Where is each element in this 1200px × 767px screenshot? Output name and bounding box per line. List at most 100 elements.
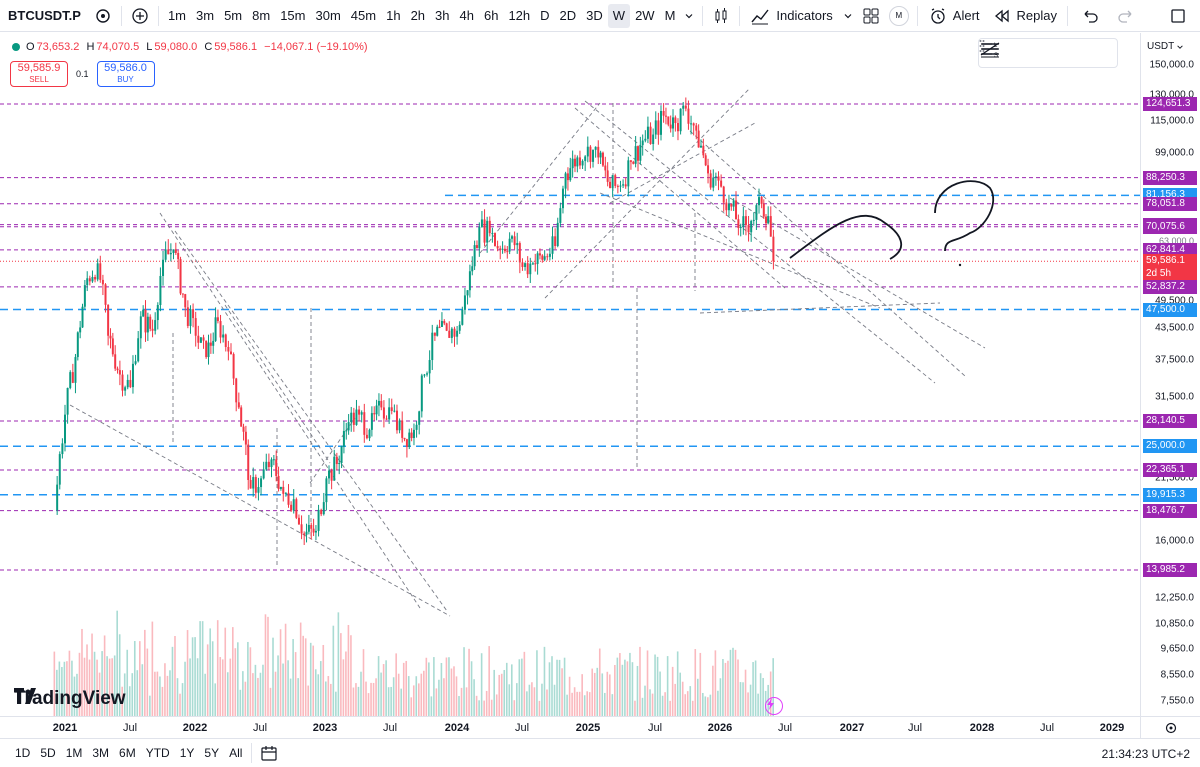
trend-line-drawing[interactable] <box>599 192 881 309</box>
replay-button[interactable]: Replay <box>986 0 1063 32</box>
timeframe-1m[interactable]: 1m <box>167 8 187 23</box>
timeframe-5m[interactable]: 5m <box>224 8 243 23</box>
timeframe-1h[interactable]: 1h <box>386 8 401 23</box>
candle-body <box>107 304 110 336</box>
layouts-icon[interactable] <box>857 0 885 32</box>
alert-button[interactable]: Alert <box>922 0 986 32</box>
freehand-question-drawing[interactable] <box>934 180 995 252</box>
range-all[interactable]: All <box>229 746 243 760</box>
timeframe-d[interactable]: D <box>540 8 550 23</box>
axis-settings[interactable] <box>1140 716 1200 738</box>
volume-bar <box>490 699 493 716</box>
candles-type-icon[interactable] <box>707 0 735 32</box>
freehand-curve-drawing[interactable] <box>789 214 903 260</box>
buy-button[interactable]: 59,586.0 BUY <box>96 61 155 87</box>
undo-icon[interactable] <box>1072 0 1108 32</box>
candle-body <box>436 326 439 336</box>
trend-line-drawing[interactable] <box>159 212 421 609</box>
volume-bar <box>307 685 310 716</box>
range-1m[interactable]: 1M <box>65 746 83 760</box>
range-5y[interactable]: 5Y <box>204 746 220 760</box>
range-3m[interactable]: 3M <box>92 746 110 760</box>
symbol-search[interactable]: BTCUSDT.P <box>8 8 81 23</box>
volume-bar <box>68 650 71 716</box>
candle-body <box>287 492 290 505</box>
trend-line-drawing[interactable] <box>609 122 756 204</box>
trend-line-drawing[interactable] <box>309 417 356 484</box>
volume-bar <box>226 672 229 716</box>
trend-line-drawing[interactable] <box>224 304 331 464</box>
candle-body <box>312 528 315 533</box>
timeframe-3d[interactable]: 3D <box>586 8 603 23</box>
volume-bar <box>56 669 58 716</box>
volume-bar <box>649 689 651 716</box>
candle-body <box>664 115 667 117</box>
timeframe-12h[interactable]: 12h <box>508 8 531 23</box>
candle-body <box>767 216 770 224</box>
volume-bar <box>696 678 699 716</box>
volume-bar <box>651 693 654 716</box>
volume-bar <box>684 694 687 716</box>
time-axis[interactable]: 2021 Jul 2022 Jul 2023 Jul 2024 Jul 2025 Jul 2026 J… <box>0 716 1140 738</box>
timeframe-3h[interactable]: 3h <box>435 8 450 23</box>
chevron-down-icon[interactable] <box>839 0 857 32</box>
short-position-tool-icon[interactable]: S <box>979 39 1001 59</box>
candle-body <box>380 400 383 408</box>
time-tick-label: Jul <box>907 722 923 734</box>
chevron-down-icon[interactable] <box>680 0 698 32</box>
fullscreen-icon[interactable] <box>1156 0 1200 32</box>
candle-body <box>235 378 238 403</box>
timeframe-15m[interactable]: 15m <box>280 8 306 23</box>
watch-icon[interactable] <box>89 0 117 32</box>
volume-bar <box>53 651 56 716</box>
timeframe-8m[interactable]: 8m <box>252 8 271 23</box>
price-axis[interactable]: USDT 150,000.0 130,000.0 115,000.0 99,000.0… <box>1140 33 1200 716</box>
sell-button[interactable]: 59,585.9 SELL <box>10 61 68 87</box>
price-tick-label: 63,000.0 <box>1158 235 1194 246</box>
m-badge[interactable]: M <box>885 0 913 32</box>
indicators-button[interactable]: Indicators <box>744 0 838 32</box>
timeframe-2d[interactable]: 2D <box>559 8 577 23</box>
trend-line-drawing[interactable] <box>729 197 986 349</box>
trend-line-drawing[interactable] <box>699 302 941 314</box>
volume-bar <box>63 661 66 716</box>
clock[interactable]: 21:34:23 UTC+2 <box>1101 747 1190 761</box>
volume-bar <box>390 686 392 716</box>
range-ytd[interactable]: YTD <box>145 746 170 760</box>
alarm-clock-icon <box>931 7 945 24</box>
candle-body <box>622 184 625 186</box>
goto-date-icon[interactable] <box>256 739 282 767</box>
candle-body <box>564 173 567 189</box>
timeframe-m[interactable]: M <box>664 8 676 23</box>
trend-line-drawing[interactable] <box>689 130 966 377</box>
volume-bar <box>609 674 611 716</box>
chart-pane[interactable]: O 73,653.2 H 74,070.5 L 59,080.0 C 59,586.1 … <box>0 33 1140 716</box>
range-1y[interactable]: 1Y <box>179 746 195 760</box>
candle-body <box>151 328 154 331</box>
candle-body <box>702 145 705 156</box>
timeframe-4h[interactable]: 4h <box>459 8 474 23</box>
redo-icon[interactable] <box>1108 0 1144 32</box>
candle-body <box>508 238 511 252</box>
timeframe-30m[interactable]: 30m <box>315 8 341 23</box>
timeframe-6h[interactable]: 6h <box>483 8 499 23</box>
trend-line-drawing[interactable] <box>584 100 936 384</box>
volume-bar <box>583 695 586 716</box>
trend-line-drawing[interactable] <box>69 404 451 617</box>
price-chart[interactable] <box>0 33 1140 716</box>
range-6m[interactable]: 6M <box>119 746 136 760</box>
timeframe-3m[interactable]: 3m <box>196 8 215 23</box>
drag-handle-icon[interactable] <box>979 39 985 53</box>
timeframe-45m[interactable]: 45m <box>350 8 377 23</box>
timeframe-w[interactable]: W <box>607 3 631 28</box>
candle-body <box>526 263 529 275</box>
range-1d[interactable]: 1D <box>15 746 31 760</box>
timeframe-2w[interactable]: 2W <box>635 8 655 23</box>
timeframe-2h[interactable]: 2h <box>410 8 426 23</box>
volume-bar <box>239 689 242 716</box>
currency-selector[interactable]: USDT <box>1147 41 1184 52</box>
tradingview-logo[interactable]: TradingView <box>14 688 126 710</box>
compare-symbol-icon[interactable] <box>126 0 154 32</box>
range-5d[interactable]: 5D <box>40 746 56 760</box>
lightning-icon[interactable] <box>765 697 783 715</box>
